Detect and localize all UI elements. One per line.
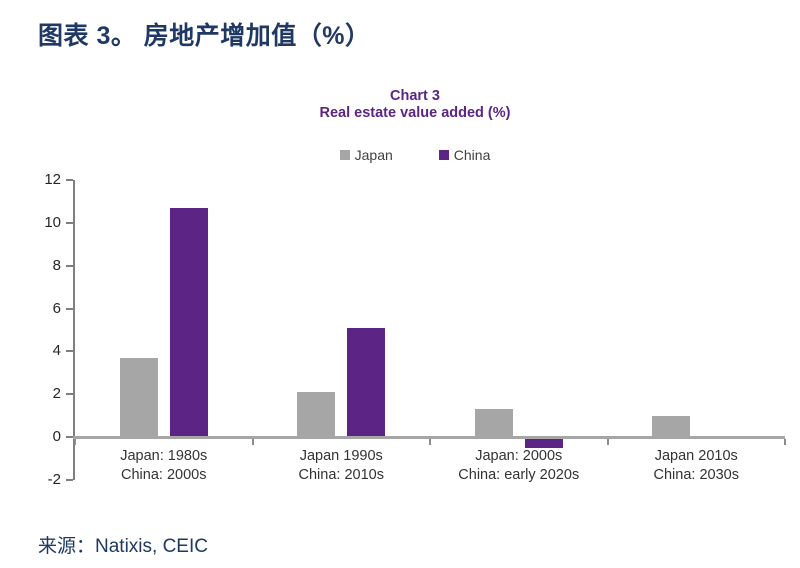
legend-swatch-china-icon [438, 150, 449, 160]
y-axis-tick-label: 2 [52, 385, 61, 403]
x-axis-tick [251, 438, 254, 445]
chart-subtitle: Real estate value added (%) [319, 105, 511, 121]
category-label-0: Japan: 1980s China: 2000s [75, 447, 253, 485]
chart-title: Chart 3 [390, 88, 440, 104]
y-axis-tick [66, 221, 73, 224]
category-label-line1: Japan: 1980s [120, 448, 208, 465]
y-axis-tick [66, 479, 73, 481]
chart-legend: Japan China [75, 147, 755, 163]
source-text: 来源：Natixis, CEIC [38, 536, 208, 557]
y-axis-tick [66, 436, 73, 439]
category-label-line2: China: 2000s [121, 467, 207, 484]
bar-japan-3 [652, 415, 691, 438]
x-axis-tick [429, 438, 431, 445]
x-axis-tick [606, 438, 609, 445]
legend-label-japan: Japan [354, 147, 393, 163]
chart-header: Chart 3 Real estate value added (%) [75, 88, 755, 122]
y-axis-tick [66, 179, 73, 181]
category-label-1: Japan 1990s China: 2010s [253, 447, 431, 485]
y-axis-tick [66, 393, 73, 396]
category-label-line2: China: 2010s [298, 467, 384, 484]
category-label-line1: Japan: 2000s [475, 448, 563, 465]
y-axis-tick-label: 12 [44, 171, 61, 188]
legend-label-china: China [453, 147, 491, 163]
y-axis-tick-label: 6 [52, 299, 61, 317]
x-axis-tick [784, 438, 786, 445]
legend-item-china: China [438, 147, 491, 163]
y-axis-line [73, 180, 75, 480]
category-label-line1: Japan 2010s [654, 448, 738, 465]
bar-china-0 [169, 207, 208, 438]
bar-japan-0 [119, 357, 158, 438]
y-axis-tick [66, 264, 73, 267]
legend-item-japan: Japan [339, 147, 393, 163]
legend-swatch-japan-icon [339, 150, 350, 160]
bar-china-2 [524, 437, 563, 448]
x-axis-line [73, 435, 785, 439]
category-label-line2: China: early 2020s [458, 467, 580, 484]
y-axis-tick-label: -2 [47, 471, 61, 488]
x-axis-tick [74, 438, 76, 445]
category-label-line2: China: 2030s [653, 467, 739, 484]
y-axis-tick-label: 8 [52, 256, 61, 274]
document-title: 图表 3。 房地产增加值（%） [38, 22, 371, 50]
y-axis-tick [66, 307, 73, 310]
y-axis-tick-label: 0 [52, 428, 61, 446]
y-axis-tick-label: 10 [44, 213, 61, 231]
bar-japan-2 [474, 409, 513, 438]
category-label-line1: Japan 1990s [299, 448, 383, 465]
category-label-2: Japan: 2000s China: early 2020s [430, 447, 608, 485]
y-axis-tick-label: 4 [52, 342, 61, 360]
bar-china-1 [347, 327, 386, 438]
category-label-3: Japan 2010s China: 2030s [608, 447, 786, 485]
bar-japan-1 [297, 392, 336, 438]
y-axis-tick [66, 350, 73, 353]
plot-area: 12 10 8 6 4 2 0 -2 Japan: 1980s China: 2000s Japan… [44, 171, 786, 488]
